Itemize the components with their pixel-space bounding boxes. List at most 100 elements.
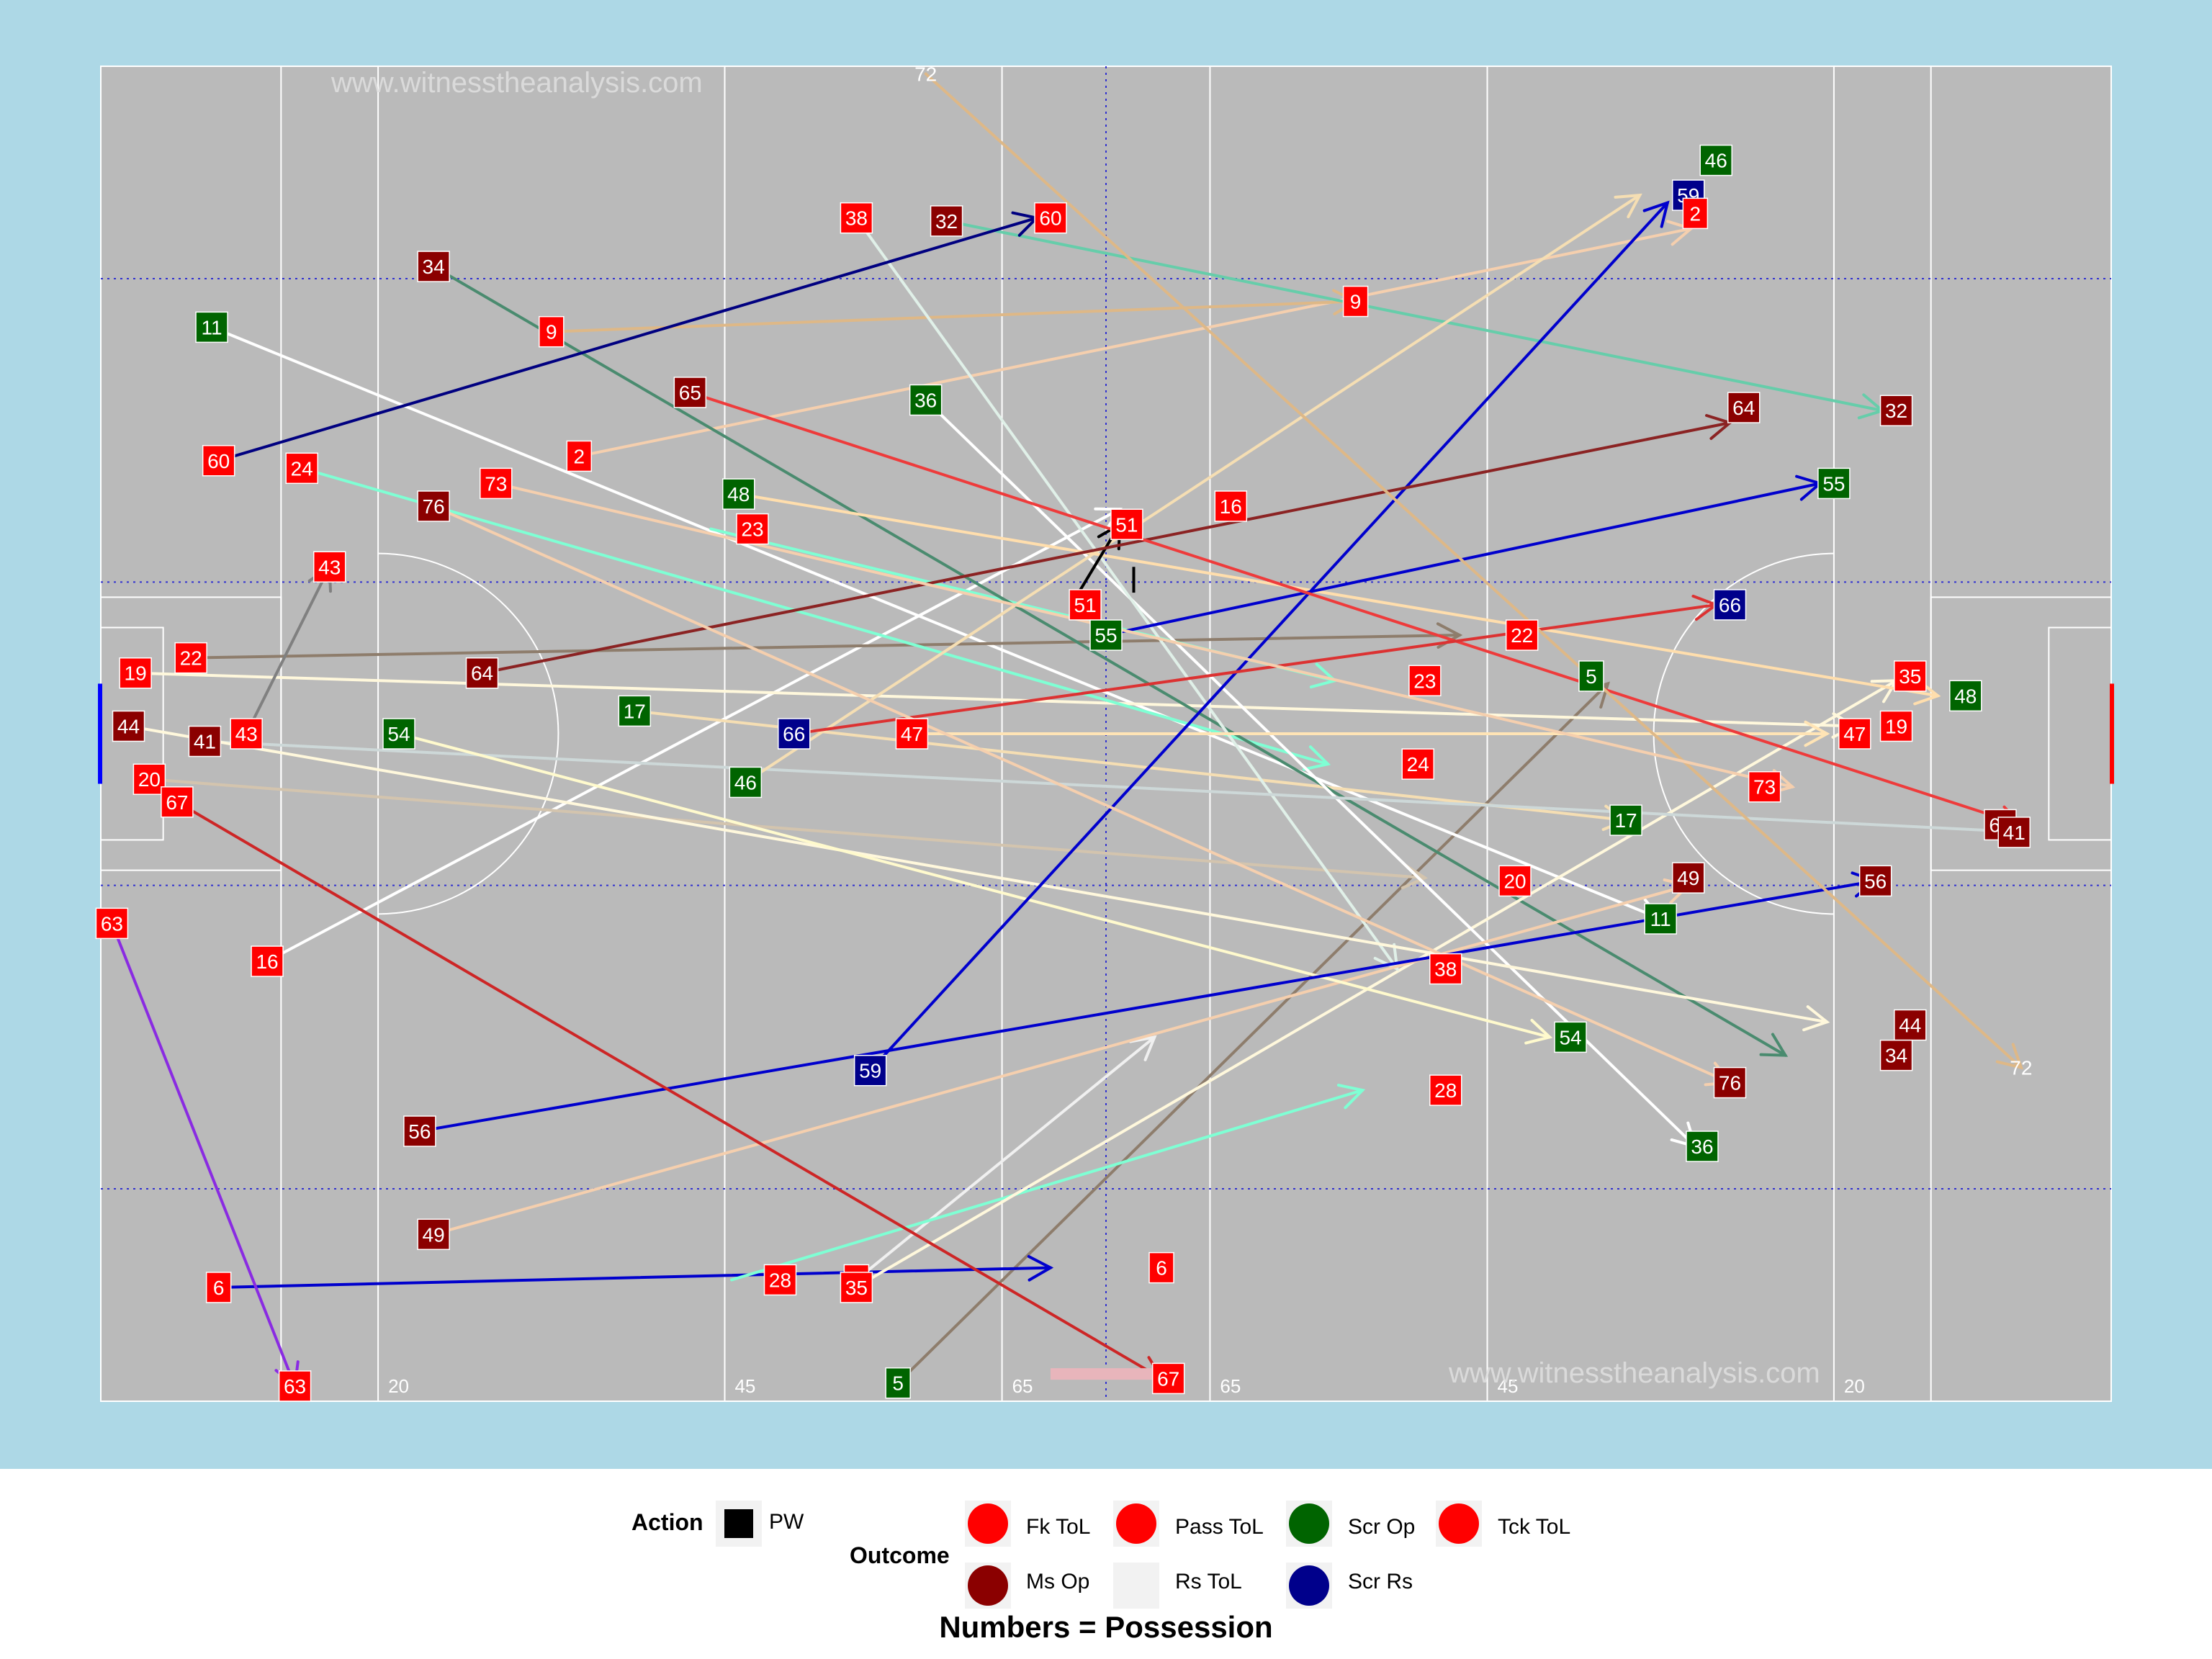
label-box — [1034, 202, 1067, 234]
pass-line-head — [1302, 745, 1331, 771]
possession-label: 54 — [382, 718, 415, 750]
possession-label: 11 — [1644, 903, 1677, 935]
possession-label: 51 — [1110, 508, 1143, 541]
possession-label: 46 — [729, 766, 763, 799]
pass-line — [203, 739, 2030, 834]
pass-line-head — [1802, 1005, 1830, 1032]
label-box — [1894, 660, 1927, 692]
label-text: 36 — [914, 390, 937, 412]
label-box — [729, 766, 763, 799]
label-box — [1151, 1362, 1185, 1395]
possession-label: 16 — [1214, 490, 1248, 522]
label-box — [112, 710, 145, 742]
possession-label: 2 — [566, 440, 593, 472]
possession-label: 34 — [1879, 1039, 1913, 1071]
label-box — [1727, 392, 1761, 423]
label-text: 17 — [624, 700, 646, 722]
plain-label: 72 — [914, 63, 937, 86]
label-text: 24 — [291, 457, 313, 480]
label-text: 56 — [1864, 870, 1887, 892]
possession-label: 28 — [763, 1264, 797, 1296]
label-text: 34 — [1885, 1045, 1907, 1067]
label-box — [1879, 395, 1913, 426]
label-text: 20 — [1503, 870, 1526, 892]
label-box — [618, 695, 652, 727]
pass-line — [688, 390, 2023, 827]
pass-line — [432, 884, 1690, 1236]
label-text: 9 — [546, 321, 557, 343]
pass-line — [862, 679, 1898, 1285]
label-text: 9 — [1350, 291, 1362, 313]
possession-label: 66 — [1713, 589, 1747, 621]
label-box — [417, 251, 450, 282]
possession-label: 66 — [778, 718, 811, 750]
label-text: 17 — [1614, 809, 1637, 832]
possession-label: 17 — [618, 695, 652, 727]
legend-key-rs — [1113, 1563, 1159, 1609]
possession-label: 34 — [417, 251, 450, 282]
label-text: 59 — [859, 1060, 881, 1082]
label-box — [1148, 1251, 1174, 1284]
label-text: 2 — [574, 445, 585, 467]
label-box — [161, 786, 194, 818]
label-box — [736, 513, 769, 545]
possession-label: 63 — [278, 1370, 312, 1402]
label-box — [313, 551, 346, 583]
possession-label: 2 — [1682, 197, 1709, 230]
label-box — [95, 907, 129, 940]
label-text: 36 — [1691, 1136, 1713, 1158]
distance-label: 45 — [734, 1375, 755, 1397]
label-box — [1505, 619, 1539, 651]
label-box — [285, 452, 318, 485]
pass-line-head — [1027, 1255, 1054, 1282]
label-box — [1609, 804, 1642, 836]
possession-label: 63 — [95, 907, 129, 940]
label-text: 5 — [1586, 665, 1597, 688]
pass-line — [494, 482, 1794, 788]
legend-key-pass — [1113, 1501, 1159, 1547]
pass-line — [175, 800, 1164, 1380]
label-text: 54 — [387, 723, 410, 745]
label-box — [539, 315, 565, 348]
arc-left — [378, 552, 559, 915]
possession-label: 38 — [840, 202, 873, 234]
pass-line — [855, 216, 1399, 971]
possession-label: 43 — [230, 718, 263, 750]
possession-label: 47 — [895, 718, 929, 750]
watermark-top: www.witnesstheanalysis.com — [331, 67, 703, 99]
pass-line-head — [1759, 1033, 1789, 1057]
label-text: 54 — [1559, 1026, 1581, 1048]
possession-label: 55 — [1089, 619, 1123, 651]
label-box — [202, 445, 235, 477]
label-box — [1110, 508, 1143, 541]
pass-line-head — [1524, 1018, 1553, 1045]
label-box — [930, 205, 963, 237]
label-text: 67 — [1157, 1367, 1179, 1390]
possession-label: 48 — [1949, 680, 1982, 712]
possession-label: 20 — [132, 763, 166, 795]
label-text: 43 — [235, 723, 258, 745]
possession-label: 5 — [1578, 660, 1604, 692]
label-box — [1214, 490, 1248, 522]
pass-line — [737, 493, 1940, 698]
pass-line — [945, 219, 1884, 413]
possession-label: 65 — [673, 377, 707, 408]
legend-action-title: Action — [631, 1509, 703, 1535]
label-text: 48 — [727, 483, 750, 505]
legend-label-scrop: Scr Op — [1348, 1515, 1416, 1539]
distance-label: 65 — [1220, 1375, 1241, 1397]
pass-line — [189, 634, 1462, 660]
label-box — [132, 763, 166, 795]
possession-label: 38 — [1429, 953, 1462, 985]
possession-label: 5 — [885, 1367, 911, 1399]
label-text: 23 — [741, 518, 763, 541]
possession-label: 35 — [840, 1272, 873, 1303]
possession-label: 73 — [1748, 770, 1781, 803]
label-text: 11 — [202, 316, 222, 338]
pass-line — [397, 732, 1552, 1039]
label-text: 44 — [1899, 1015, 1921, 1037]
label-box — [885, 1367, 911, 1399]
label-box — [673, 377, 707, 408]
legend-label-pass: Pass ToL — [1175, 1515, 1264, 1539]
plot-panel: 20 45 65 65 45 20 www.witnesstheanalysis.com ww… — [0, 0, 2212, 1469]
